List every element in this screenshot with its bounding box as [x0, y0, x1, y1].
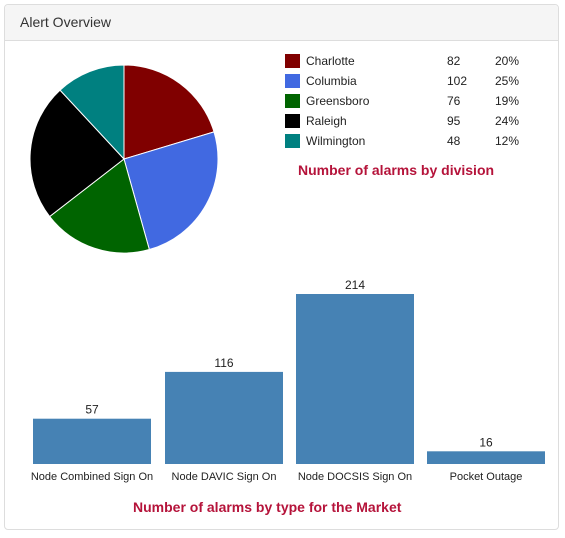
legend-swatch	[285, 134, 300, 148]
legend-label: Columbia	[306, 74, 357, 88]
legend-count: 82	[447, 54, 461, 68]
legend-label: Wilmington	[306, 134, 366, 148]
legend-count: 102	[447, 74, 468, 88]
bar-node-combined-sign-on	[33, 418, 151, 464]
bar-category-label: Node DAVIC Sign On	[172, 471, 277, 483]
legend-swatch	[285, 74, 300, 88]
pie-legend: Charlotte 82 20% Columbia 102 25% Greens…	[285, 51, 535, 151]
bar-value-label: 214	[345, 278, 365, 292]
legend-swatch	[285, 114, 300, 128]
legend-swatch	[285, 94, 300, 108]
pie-slice-raleigh	[29, 89, 125, 218]
bar-category-label: Node DOCSIS Sign On	[298, 471, 412, 483]
legend-percent: 25%	[495, 74, 520, 88]
legend-label: Raleigh	[306, 114, 347, 128]
pie-slice-greensboro	[48, 158, 150, 254]
legend-row-wilmington: Wilmington 48 12%	[285, 131, 535, 151]
legend-percent: 24%	[495, 114, 520, 128]
pie-slice-columbia	[123, 131, 219, 251]
panel-title: Alert Overview	[5, 5, 558, 41]
legend-count: 95	[447, 114, 461, 128]
bar-pocket-outage	[427, 451, 545, 464]
legend-count: 48	[447, 134, 461, 148]
legend-row-raleigh: Raleigh 95 24%	[285, 111, 535, 131]
bar-value-label: 116	[214, 356, 233, 370]
bar-node-davic-sign-on	[165, 371, 283, 464]
pie-slice-charlotte	[123, 64, 215, 160]
legend-swatch	[285, 54, 300, 68]
bar-chart-title: Number of alarms by type for the Market	[133, 499, 402, 515]
legend-count: 76	[447, 94, 461, 108]
bar-category-label: Pocket Outage	[450, 471, 523, 483]
pie-chart-title: Number of alarms by division	[298, 162, 495, 178]
bar-category-label: Node Combined Sign On	[31, 471, 153, 483]
pie-slice-wilmington	[59, 64, 125, 161]
bar-value-label: 57	[85, 403, 99, 417]
bar-node-docsis-sign-on	[296, 294, 414, 464]
legend-row-columbia: Columbia 102 25%	[285, 71, 535, 91]
bar-value-label: 16	[479, 435, 493, 449]
legend-label: Greensboro	[306, 94, 370, 108]
legend-row-greensboro: Greensboro 76 19%	[285, 91, 535, 111]
legend-percent: 19%	[495, 94, 520, 108]
legend-row-charlotte: Charlotte 82 20%	[285, 51, 535, 71]
legend-percent: 12%	[495, 134, 520, 148]
legend-percent: 20%	[495, 54, 520, 68]
legend-label: Charlotte	[306, 54, 355, 68]
